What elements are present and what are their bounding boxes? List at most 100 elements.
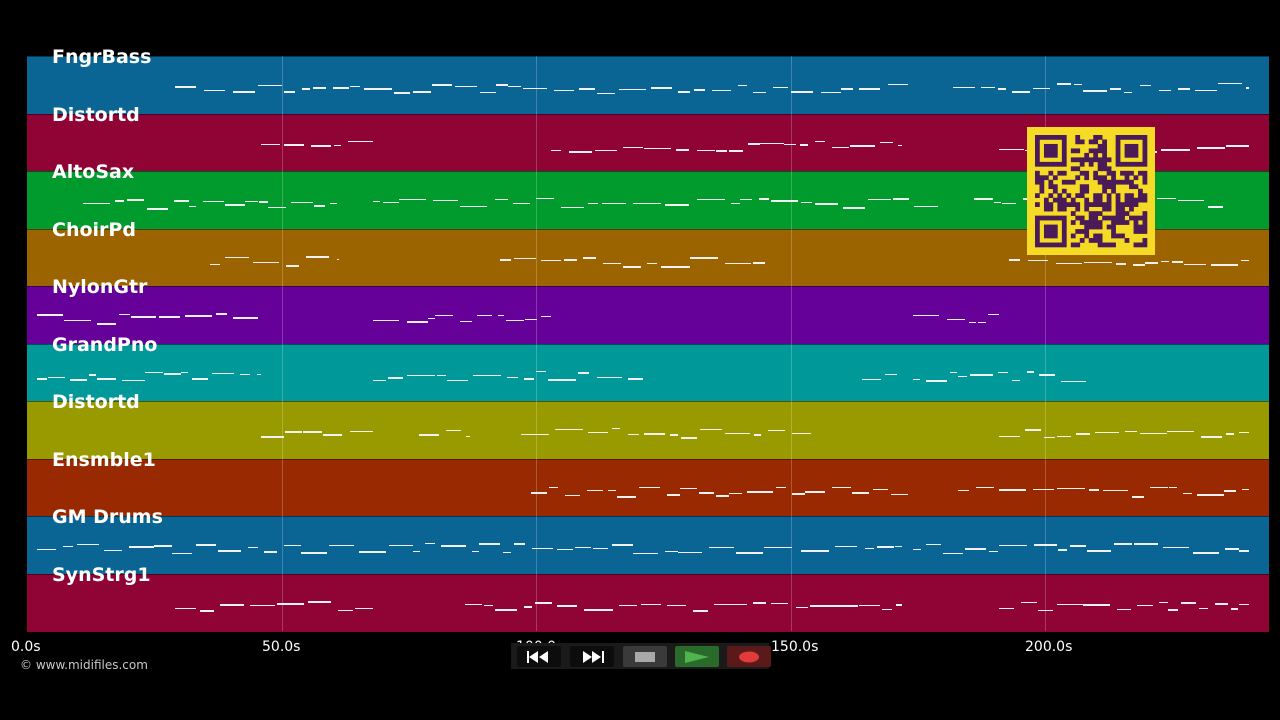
note [388,545,413,546]
track-band [27,343,1269,402]
note [1245,87,1249,89]
note [843,207,866,209]
note [588,432,608,433]
note [790,91,814,93]
note [569,150,592,153]
note [997,88,1007,90]
note [1044,437,1056,438]
note [574,547,592,548]
fast-forward-button[interactable] [570,646,614,667]
note [1074,84,1083,85]
note [508,86,521,87]
note [464,603,482,605]
play-icon [685,650,709,663]
track-band [27,516,1269,574]
note [556,604,577,607]
note [97,323,116,325]
note [240,373,251,375]
track-name: FngrBass [52,46,152,68]
note [1168,486,1177,488]
note [252,261,280,263]
note [496,84,509,86]
note [1208,206,1224,208]
note [632,203,661,204]
note [1055,262,1083,264]
note [953,87,975,88]
note [220,603,245,606]
rewind-button[interactable] [517,646,561,667]
note [171,553,193,554]
play-button[interactable] [675,646,719,667]
note [1198,607,1208,609]
note [711,90,731,91]
note [852,491,869,494]
note [999,436,1021,437]
note [1166,431,1195,432]
note [759,142,784,144]
note [896,603,903,606]
note [980,87,995,88]
note [1239,432,1249,433]
note [192,377,209,380]
note [480,92,496,93]
note [958,375,968,377]
note [507,376,519,378]
note [284,431,303,433]
note [500,258,511,261]
note [1161,148,1190,151]
note [311,144,332,147]
note [607,489,616,491]
tick-label: 50.0s [262,639,301,655]
note [445,430,462,431]
note [291,202,314,203]
note [1132,263,1145,266]
note [595,149,617,151]
note [64,320,91,321]
note [724,433,750,434]
note [618,89,646,90]
note [174,200,189,202]
note [587,489,604,491]
note [735,552,764,554]
note [436,374,447,376]
note [1156,198,1176,199]
note [37,549,56,550]
note [358,551,386,553]
note [1132,495,1144,498]
note [623,265,641,268]
note [1061,380,1086,382]
note [664,204,690,206]
note [692,609,708,612]
note [1032,488,1055,490]
note [795,606,808,608]
record-button[interactable] [727,646,771,667]
note [189,206,197,207]
note [800,143,808,146]
note [348,140,374,142]
note [650,87,672,89]
track-name: Ensmble1 [52,448,156,471]
note [350,431,374,432]
note [1020,601,1037,603]
note [525,319,538,320]
note [276,602,304,605]
note [412,91,432,93]
stop-button[interactable] [623,646,667,667]
note [257,85,283,86]
note [261,143,281,145]
note [418,434,440,436]
note [459,321,473,322]
note [1012,91,1030,93]
note [118,314,131,315]
note [373,201,380,202]
note [1241,488,1249,490]
note [873,488,888,490]
note [323,434,343,436]
note [440,545,466,547]
note [1226,144,1249,147]
tick-label: 0.0s [11,639,41,655]
note [212,372,234,374]
track-name: NylonGtr [52,276,148,298]
note [1194,90,1217,91]
